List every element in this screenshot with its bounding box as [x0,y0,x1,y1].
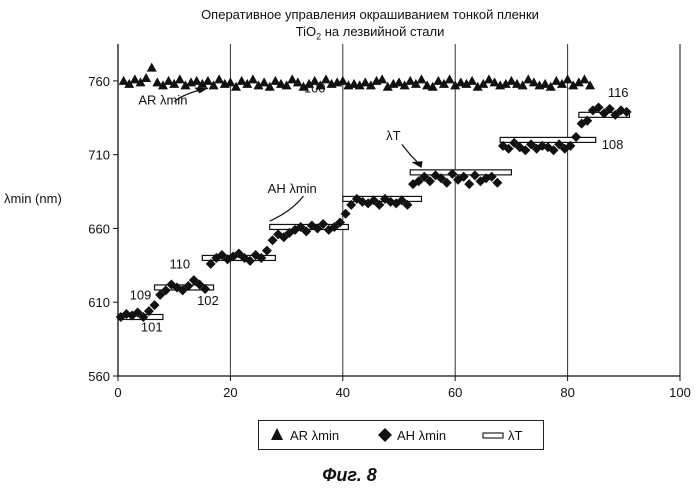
ah-pointer-line [270,196,304,221]
y-tick-label: 560 [88,369,110,384]
ar-point [579,74,589,83]
annotation-label: 110 [169,256,190,271]
y-axis-label: λmin (nm) [4,191,62,206]
figure-caption: Фиг. 8 [0,465,699,486]
x-tick-label: 0 [114,385,121,400]
lt-pointer-line [402,144,419,163]
ar-point [338,76,348,85]
x-tick-label: 100 [669,385,691,400]
ar-point [225,77,235,86]
ar-point [147,63,157,72]
ah-point [262,246,272,256]
ar-point [259,77,269,86]
ah-point [341,209,351,219]
ar-point [467,76,477,85]
ar-point [175,74,185,83]
ar-point [377,74,387,83]
annotation-label: 100 [304,81,326,96]
annotation-label: AH λmin [268,181,317,196]
ar-point [203,76,213,85]
y-tick-label: 610 [88,295,110,310]
x-tick-label: 20 [223,385,237,400]
ar-point [416,74,426,83]
annotation-label: λT [386,128,401,143]
ar-point [563,74,573,83]
ar-point [214,74,224,83]
annotation-label: 116 [608,85,629,100]
x-tick-label: 80 [560,385,574,400]
y-tick-label: 760 [88,74,110,89]
ar-point [141,73,151,82]
annotation-label: 108 [602,137,624,152]
lt-pointer-head [411,161,422,168]
annotation-label: 102 [197,293,219,308]
annotation-label: 109 [130,287,152,302]
ar-point [445,74,455,83]
annotation-label: 101 [141,320,163,335]
annotation-label: AR λmin [138,92,187,107]
ah-point [464,179,474,189]
y-tick-label: 710 [88,148,110,163]
chart-legend [258,420,544,450]
x-tick-label: 60 [448,385,462,400]
x-tick-label: 40 [336,385,350,400]
ar-point [248,74,258,83]
y-tick-label: 660 [88,221,110,236]
